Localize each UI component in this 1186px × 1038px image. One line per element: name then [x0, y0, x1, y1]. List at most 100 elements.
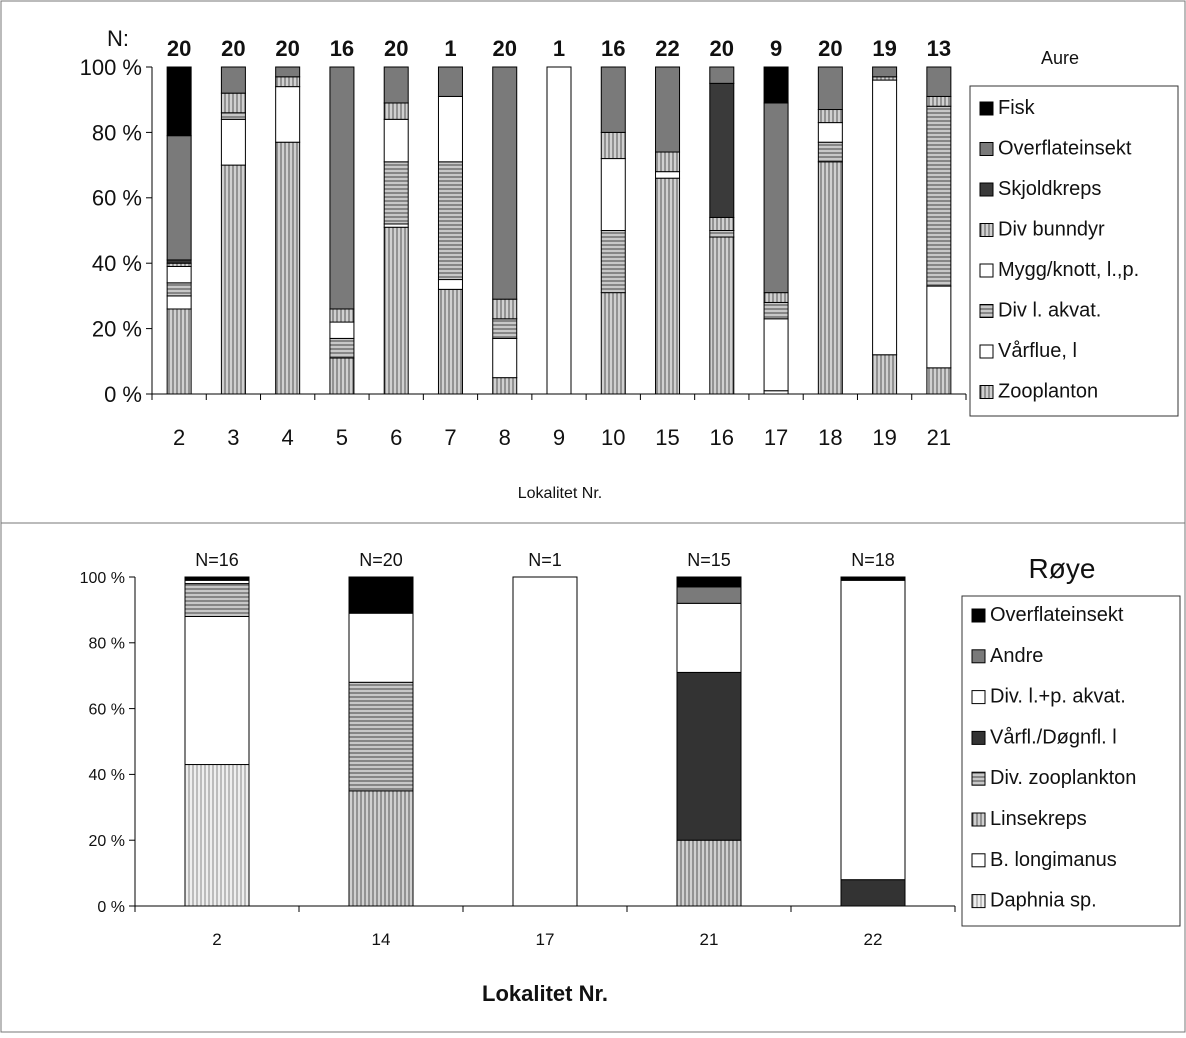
bar-segment-div-bunndyr: [709, 216, 735, 231]
n-label: N=16: [195, 550, 239, 570]
legend-swatch-linsekreps: [971, 812, 986, 827]
bar-segment-v-rflue-l: [437, 279, 463, 290]
x-tick-label: 8: [499, 425, 511, 450]
legend-swatch-daphnia-sp: [971, 894, 986, 909]
bar-segment-b-longimanus: [512, 576, 578, 907]
bar-segment-div-bunndyr: [655, 151, 681, 173]
n-label: 16: [601, 36, 625, 61]
legend-swatch-v-rfl-d-gnfl-l: [971, 730, 986, 745]
n-label: N=20: [359, 550, 403, 570]
bar-segment-linsekreps: [348, 790, 414, 907]
n-label: 19: [872, 36, 896, 61]
n-label: 20: [710, 36, 734, 61]
legend-label: Fisk: [998, 97, 1036, 119]
legend-swatch-v-rflue-l: [979, 344, 994, 359]
bar-segment-v-rfl-d-gnfl-l: [840, 879, 906, 907]
bar-segment-zooplanton: [383, 226, 409, 395]
bar-segment-zooplanton: [220, 164, 246, 395]
bar-segment-mygg-knott-l-p: [275, 86, 301, 143]
bar-segment-div-l-akvat: [220, 112, 246, 120]
n-label: 22: [655, 36, 679, 61]
bar-segment-div-l-akvat: [166, 282, 192, 297]
bar-segment-div-l-akvat: [600, 230, 626, 294]
x-tick-label: 16: [710, 425, 734, 450]
bar-segment-div-bunndyr: [817, 109, 843, 124]
bar-segment-linsekreps: [676, 839, 742, 907]
n-label: 20: [221, 36, 245, 61]
bar-segment-overflateinsekt: [329, 66, 355, 310]
bar-segment-fisk: [763, 66, 789, 104]
legend-label: Zooplanton: [998, 381, 1098, 403]
x-tick-label: 17: [764, 425, 788, 450]
bar-segment-div-l-akvat: [763, 301, 789, 320]
bar-segment-b-longimanus: [840, 579, 906, 881]
bar-segment-mygg-knott-l-p: [383, 118, 409, 163]
bar-segment-mygg-knott-l-p: [546, 66, 572, 395]
legend-swatch-b-longimanus: [971, 853, 986, 868]
x-tick-label: 15: [655, 425, 679, 450]
y-tick-label: 0 %: [97, 899, 125, 916]
x-tick-label: 21: [927, 425, 951, 450]
n-label: N=1: [528, 550, 562, 570]
bar-segment-overflateinsekt: [184, 576, 250, 581]
x-tick-label: 14: [372, 930, 391, 949]
bottom-chart: 0 % 20 % 40 % 60 % 80 % 100 % 2 N=16 14 N=20 17 N=1…: [80, 550, 1137, 949]
bar-segment-mygg-knott-l-p: [220, 118, 246, 166]
n-label: 20: [275, 36, 299, 61]
x-tick-label: 10: [601, 425, 625, 450]
bar-segment-div-l-akvat: [492, 318, 518, 339]
bar-segment-mygg-knott-l-p: [600, 158, 626, 231]
bar-segment-zooplanton: [872, 354, 898, 395]
y-tick-label: 40 %: [89, 767, 125, 784]
bar-segment-div-zooplankton: [184, 583, 250, 617]
bar-segment-div-bunndyr: [329, 308, 355, 323]
y-tick-label: 60 %: [89, 701, 125, 718]
x-tick-label: 21: [700, 930, 719, 949]
bar-segment-mygg-knott-l-p: [329, 321, 355, 339]
legend-label: Overflateinsekt: [990, 604, 1124, 626]
bar-segment-overflateinsekt: [275, 66, 301, 78]
bar-segment-div-bunndyr: [763, 292, 789, 303]
x-tick-label: 2: [173, 425, 185, 450]
y-tick-label: 40 %: [92, 251, 142, 276]
bar-segment-overflateinsekt: [926, 66, 952, 97]
bar-segment-overflateinsekt: [348, 576, 414, 614]
legend-label: Linsekreps: [990, 808, 1087, 830]
x-tick-label: 7: [444, 425, 456, 450]
bar-segment-overflateinsekt: [492, 66, 518, 300]
bar-segment-overflateinsekt: [676, 576, 742, 588]
bar-segment-andre: [676, 586, 742, 604]
bar-segment-div-bunndyr: [492, 298, 518, 320]
n-label: 1: [553, 36, 565, 61]
legend-label: Div bunndyr: [998, 219, 1105, 241]
top-n-prefix: N:: [107, 26, 129, 51]
bar-segment-mygg-knott-l-p: [926, 285, 952, 369]
legend-swatch-mygg-knott-l-p: [979, 263, 994, 278]
bar-segment-zooplanton: [437, 288, 463, 395]
x-tick-label: 2: [212, 930, 221, 949]
bar-segment-zooplanton: [600, 292, 626, 395]
bar-segment-zooplanton: [655, 177, 681, 395]
legend-label: Skjoldkreps: [998, 178, 1101, 200]
x-tick-label: 4: [282, 425, 294, 450]
bar-segment-v-rfl-d-gnfl-l: [676, 671, 742, 841]
n-label: 20: [818, 36, 842, 61]
bar-segment-div-l-p-akvat: [676, 602, 742, 673]
bar-segment-skjoldkreps: [709, 82, 735, 218]
bar-segment-overflateinsekt: [655, 66, 681, 153]
bar-segment-div-bunndyr: [275, 76, 301, 88]
legend-label: Vårfl./Døgnfl. l: [990, 726, 1117, 748]
legend-label: Overflateinsekt: [998, 138, 1132, 160]
bar-segment-div-l-akvat: [437, 161, 463, 281]
legend-swatch-div-zooplankton: [971, 771, 986, 786]
legend-label: B. longimanus: [990, 849, 1117, 871]
x-tick-label: 22: [864, 930, 883, 949]
bar-segment-overflateinsekt: [817, 66, 843, 111]
bar-segment-div-l-akvat: [817, 141, 843, 163]
bar-segment-overflateinsekt: [763, 102, 789, 294]
n-label: 20: [167, 36, 191, 61]
n-label: 1: [444, 36, 456, 61]
bar-segment-mygg-knott-l-p: [872, 79, 898, 356]
